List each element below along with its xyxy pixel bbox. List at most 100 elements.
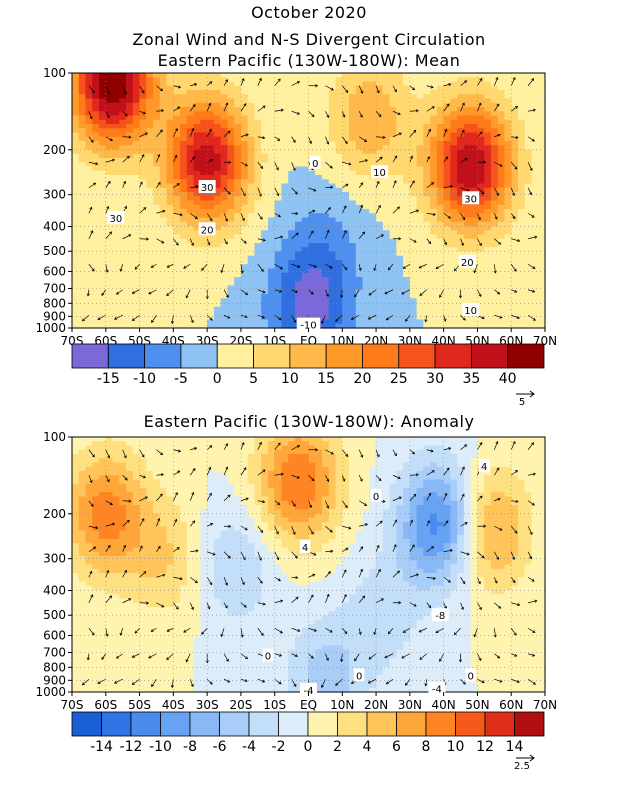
mean-contour-label-bg	[310, 155, 321, 169]
anom-colorbar-swatch	[160, 711, 191, 737]
anom-x-tick-label: 30S	[196, 698, 219, 712]
mean-y-tick-label: 300	[43, 188, 66, 202]
mean-contour-label: 10	[464, 306, 477, 317]
anom-y-tick-label: 500	[43, 608, 66, 622]
mean-contour-label-bg	[458, 254, 476, 268]
mean-colorbar-label: 30	[426, 371, 444, 387]
mean-colorbar-swatch	[434, 343, 472, 369]
anom-y-tick-label: 900	[43, 673, 66, 687]
anom-contour-label-bg	[478, 459, 490, 473]
mean-contour-label: 0	[312, 159, 318, 170]
anom-colorbar-label: 0	[304, 739, 313, 755]
anom-x-tick-label: 50S	[128, 698, 151, 712]
mean-colorbar-label: 5	[249, 371, 258, 387]
anom-colorbar-label: -8	[183, 739, 197, 755]
mean-colorbar-label: 20	[354, 371, 372, 387]
anom-contour-label: 4	[302, 543, 308, 554]
mean-colorbar-label: -5	[174, 371, 188, 387]
anom-x-tick-label: EQ	[300, 698, 317, 712]
anom-colorbar-swatch	[337, 711, 368, 737]
chart-title: Zonal Wind and N-S Divergent Circulation	[132, 30, 486, 49]
anom-colorbar-label: 8	[422, 739, 431, 755]
anom-colorbar-swatch	[130, 711, 161, 737]
anom-contour-label-bg	[428, 681, 446, 695]
mean-reference-vector-label: 5	[519, 397, 525, 408]
mean-panel-title: Eastern Pacific (130W-180W): Mean	[157, 51, 461, 70]
anom-colorbar-label: -10	[149, 739, 172, 755]
mean-colorbar-swatch	[398, 343, 436, 369]
anom-contour-label-bg	[262, 648, 274, 662]
mean-colorbar-swatch	[325, 343, 363, 369]
mean-y-tick-label: 100	[43, 66, 66, 80]
anom-contour-label-bg	[431, 608, 449, 622]
mean-contour-label-bg	[462, 303, 480, 317]
anom-colorbar-swatch	[455, 711, 486, 737]
mean-y-tick-label: 1000	[35, 321, 66, 335]
mean-y-tick-label: 500	[43, 244, 66, 258]
mean-colorbar-label: 25	[390, 371, 408, 387]
anom-x-tick-label: 20N	[364, 698, 388, 712]
mean-contour-label-bg	[370, 165, 388, 179]
mean-y-tick-label: 400	[43, 220, 66, 234]
anom-contour-label: 0	[265, 652, 271, 663]
anom-x-tick-label: 20S	[229, 698, 252, 712]
mean-y-tick-label: 900	[43, 309, 66, 323]
anom-colorbar-swatch	[189, 711, 220, 737]
anom-colorbar-label: -14	[90, 739, 113, 755]
mean-colorbar-label: 35	[462, 371, 480, 387]
anom-contour-label-bg	[299, 539, 311, 553]
anom-contour-label-bg	[370, 488, 382, 502]
mean-colorbar-swatch	[180, 343, 218, 369]
anom-contour-label: 4	[481, 462, 487, 473]
anom-colorbar-swatch	[278, 711, 309, 737]
anom-contour-label: 0	[356, 671, 362, 682]
mean-colorbar-swatch	[470, 343, 509, 369]
anom-y-tick-label: 400	[43, 584, 66, 598]
anom-reference-vector-label: 2.5	[514, 761, 530, 772]
anom-x-tick-label: 70N	[533, 698, 557, 712]
anom-colorbar-label: -2	[272, 739, 286, 755]
mean-colorbar-swatch	[144, 343, 182, 369]
anom-colorbar-label: -6	[213, 739, 227, 755]
anom-colorbar-label: 4	[363, 739, 372, 755]
mean-colorbar-label: -10	[133, 371, 156, 387]
mean-contour-label: 20	[461, 258, 474, 269]
mean-y-tick-label: 200	[43, 143, 66, 157]
anom-x-tick-label: 50N	[465, 698, 489, 712]
anom-colorbar-label: 10	[447, 739, 465, 755]
anom-y-tick-label: 100	[43, 430, 66, 444]
mean-colorbar-label: 0	[213, 371, 222, 387]
mean-colorbar-swatch	[107, 343, 146, 369]
anom-colorbar-swatch	[396, 711, 427, 737]
mean-colorbar-swatch	[362, 343, 400, 369]
mean-colorbar-label: 40	[499, 371, 517, 387]
anom-contour-label: -4	[432, 685, 442, 696]
anom-y-tick-label: 1000	[35, 685, 66, 699]
anom-x-tick-label: 60S	[94, 698, 117, 712]
anom-colorbar-swatch	[425, 711, 456, 737]
anom-contour-label-bg	[353, 668, 365, 682]
mean-colorbar-swatch	[71, 343, 109, 369]
mean-contour-label-bg	[296, 317, 321, 331]
anom-colorbar-label: -12	[120, 739, 143, 755]
anom-y-tick-label: 200	[43, 507, 66, 521]
anom-colorbar-label: 6	[392, 739, 401, 755]
anom-colorbar-label: 2	[333, 739, 342, 755]
anom-x-tick-label: 10N	[330, 698, 354, 712]
anom-y-tick-label: 800	[43, 660, 66, 674]
mean-contour-label: 20	[201, 225, 214, 236]
mean-contour-label-bg	[462, 191, 480, 205]
anom-contour-label: -4	[304, 686, 314, 697]
anom-colorbar-swatch	[101, 711, 132, 737]
mean-colorbar-swatch	[507, 343, 545, 369]
anom-colorbar-swatch	[248, 711, 279, 737]
anom-contour-label-bg	[465, 668, 476, 682]
anom-x-tick-label: 40S	[162, 698, 185, 712]
mean-y-tick-label: 700	[43, 282, 66, 296]
mean-colorbar-swatch	[216, 343, 254, 369]
anom-x-tick-label: 10S	[263, 698, 286, 712]
anom-colorbar-swatch	[71, 711, 102, 737]
mean-contour-label-bg	[198, 180, 216, 194]
anom-colorbar-label: 14	[506, 739, 524, 755]
mean-contour-label: 30	[464, 194, 477, 205]
